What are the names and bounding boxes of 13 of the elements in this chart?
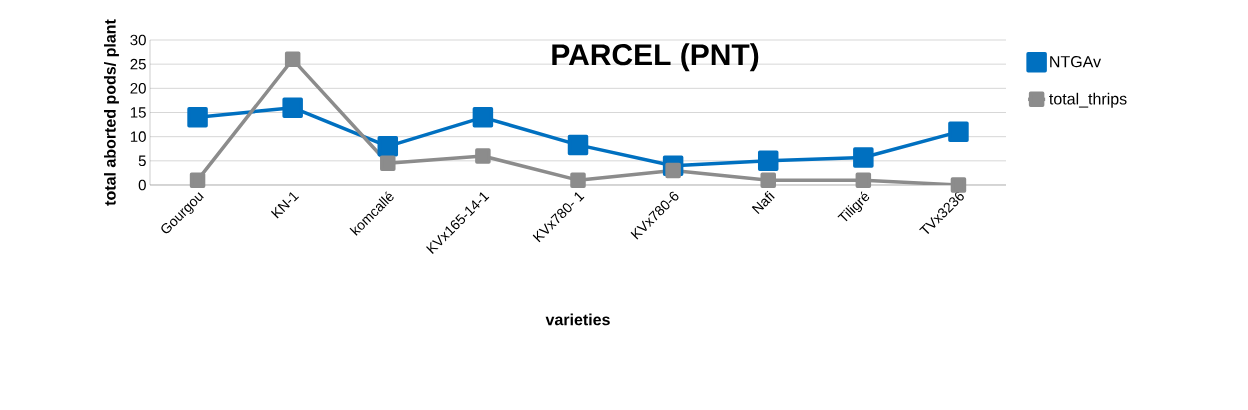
x-tick-label: Nafi bbox=[751, 190, 775, 214]
y-tick-label: 10 bbox=[130, 131, 146, 142]
y-axis-title: total aborted pods/ plant bbox=[104, 19, 119, 206]
y-tick-label: 15 bbox=[130, 107, 146, 118]
y-tick-label: 30 bbox=[130, 34, 146, 46]
chart-title: PARCEL (PNT) bbox=[552, 43, 759, 72]
y-tick-label: 25 bbox=[130, 58, 146, 70]
legend-label: total_thrips bbox=[1049, 92, 1127, 108]
y-tick-label: 0 bbox=[138, 179, 146, 191]
y-tick-label: 5 bbox=[138, 155, 146, 167]
y-tick-label: 20 bbox=[130, 83, 146, 94]
legend-label: NTGAv bbox=[1050, 55, 1102, 68]
x-axis-title: varieties bbox=[545, 313, 610, 326]
